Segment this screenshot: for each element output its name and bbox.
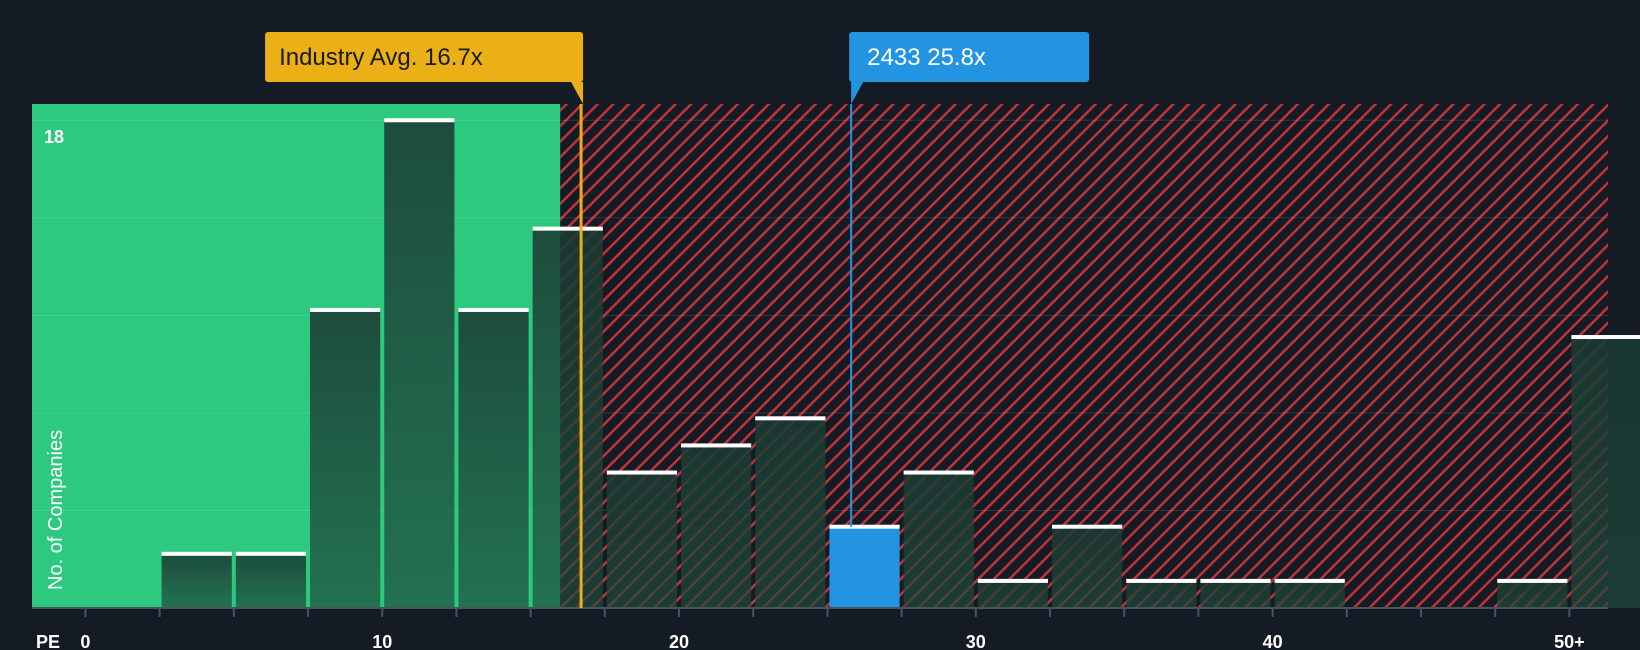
histogram-bar (1126, 580, 1197, 608)
x-tick-label: 40 (1263, 632, 1283, 650)
reference-markers: Industry Avg. 16.7x 2433 25.8x (265, 32, 1090, 608)
histogram-bars (161, 118, 1640, 609)
bar-cap (1497, 578, 1568, 583)
bar-cap (384, 118, 455, 123)
company-callout-pointer (851, 82, 864, 104)
y-max-label: 18 (44, 127, 64, 147)
histogram-bar (1274, 580, 1345, 608)
bar-cap (458, 307, 529, 312)
histogram-bar (829, 526, 900, 608)
bar-cap (681, 443, 752, 448)
histogram-bar (681, 445, 752, 608)
company-callout-box (849, 32, 1090, 82)
histogram-bar (458, 309, 529, 608)
bar-cap (903, 470, 974, 475)
x-axis-ticks: 0 10 20 30 40 50+ (80, 608, 1585, 650)
bar-cap (977, 578, 1049, 583)
x-tick-label: 20 (669, 632, 689, 650)
y-axis-title: No. of Companies (45, 430, 67, 590)
bar-cap (1052, 524, 1123, 529)
histogram-bar (161, 553, 232, 608)
histogram-bar (903, 472, 974, 608)
histogram-bar (1200, 580, 1271, 608)
histogram-bar (606, 472, 678, 608)
bar-cap (1126, 578, 1197, 583)
bar-cap (1571, 335, 1640, 340)
bar-cap (235, 551, 307, 556)
industry-avg-callout-label: Industry Avg. 16.7x (279, 44, 483, 71)
bar-cap (755, 416, 826, 421)
histogram-bar (755, 418, 826, 608)
x-tick-label: 10 (372, 632, 392, 650)
bar-cap (1200, 578, 1271, 583)
bar-cap (161, 551, 232, 556)
histogram-bar (977, 580, 1049, 608)
industry-avg-callout-pointer (571, 82, 584, 104)
x-tick-label: 30 (966, 632, 986, 650)
histogram-bar (384, 120, 455, 609)
histogram-bar (1571, 337, 1640, 608)
histogram-bar (1497, 580, 1568, 608)
histogram-bar (1052, 526, 1123, 608)
bar-cap (1274, 578, 1345, 583)
histogram-bar (310, 309, 381, 608)
bar-cap (532, 226, 603, 231)
histogram-bar (532, 228, 603, 609)
x-tick-label: 50+ (1554, 632, 1585, 650)
industry-avg-callout-box (265, 32, 584, 82)
bar-cap (606, 470, 678, 475)
bar-cap (829, 524, 900, 529)
x-axis-title: PE (36, 632, 60, 650)
histogram-bar (235, 553, 307, 608)
x-tick-label: 0 (80, 632, 90, 650)
bar-cap (310, 307, 381, 312)
company-callout-label: 2433 25.8x (867, 44, 986, 71)
